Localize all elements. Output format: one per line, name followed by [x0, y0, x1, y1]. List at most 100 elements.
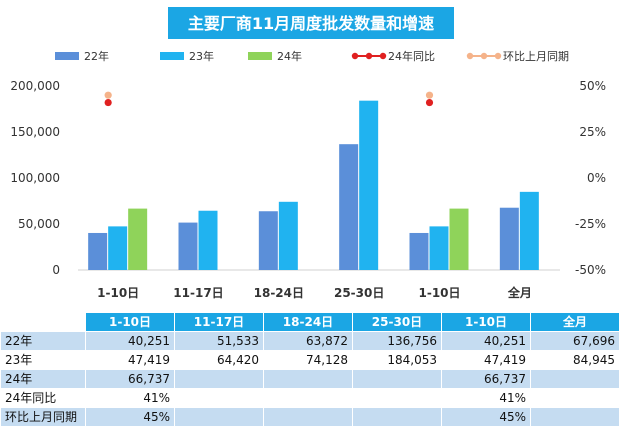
table-column-header: 全月 — [531, 313, 619, 331]
bar-22年-0 — [88, 232, 108, 270]
table-cell: 66,737 — [86, 370, 174, 388]
table-cell: 64,420 — [175, 351, 263, 369]
table-cell: 45% — [442, 408, 530, 426]
table-cell: 41% — [86, 389, 174, 407]
x-tick-label: 全月 — [507, 285, 532, 300]
table-row: 23年 47,419 64,420 74,128 184,053 47,419 84,945 — [1, 351, 619, 369]
table-cell: 74,128 — [264, 351, 352, 369]
bar-23年-4 — [429, 226, 449, 270]
bar-24年-4 — [449, 208, 469, 270]
y2-tick-label: 50% — [579, 79, 606, 93]
y-tick-label: 150,000 — [10, 125, 60, 139]
y2-tick-label: 25% — [579, 125, 606, 139]
y-tick-label: 0 — [52, 263, 60, 277]
table-row-label: 23年 — [1, 351, 85, 369]
table-cell — [175, 370, 263, 388]
table-row: 24年 66,737 66,737 — [1, 370, 619, 388]
legend-swatch-2 — [248, 52, 272, 60]
table-column-header: 1-10日 — [86, 313, 174, 331]
legend-label-0: 22年 — [84, 49, 109, 63]
legend-marker-3-2 — [379, 52, 387, 60]
table-cell: 184,053 — [353, 351, 441, 369]
table-row: 22年 40,251 51,533 63,872 136,756 40,251 67,696 — [1, 332, 619, 350]
marker-环比上月同期-4 — [425, 91, 434, 99]
legend-label-4: 环比上月同期 — [503, 50, 569, 63]
table-cell: 67,696 — [531, 332, 619, 350]
y2-tick-label: -50% — [575, 263, 606, 277]
table-header-row: 1-10日 11-17日 18-24日 25-30日 1-10日 全月 — [1, 313, 619, 331]
y2-tick-label: 0% — [587, 171, 606, 185]
table-cell — [264, 389, 352, 407]
table-cell — [531, 408, 619, 426]
table-column-header: 25-30日 — [353, 313, 441, 331]
legend-marker-4-2 — [494, 52, 502, 60]
table-cell — [353, 408, 441, 426]
table-cell: 40,251 — [442, 332, 530, 350]
legend-marker-3-1 — [365, 52, 373, 60]
table-cell — [353, 389, 441, 407]
title-banner — [168, 7, 454, 39]
table-cell: 84,945 — [531, 351, 619, 369]
marker-24年同比-0 — [104, 98, 112, 107]
table-cell: 51,533 — [175, 332, 263, 350]
bar-23年-1 — [198, 210, 218, 270]
bar-23年-2 — [278, 201, 298, 270]
x-tick-label: 25-30日 — [334, 286, 384, 300]
bar-22年-5 — [499, 207, 519, 270]
bar-23年-0 — [108, 226, 128, 270]
table-cell — [264, 408, 352, 426]
table-cell — [264, 370, 352, 388]
y2-tick-label: -25% — [575, 217, 606, 231]
table-cell: 45% — [86, 408, 174, 426]
y-tick-label: 50,000 — [18, 217, 60, 231]
table-column-header: 11-17日 — [175, 313, 263, 331]
table-cell: 40,251 — [86, 332, 174, 350]
table-cell: 136,756 — [353, 332, 441, 350]
table-row-label: 22年 — [1, 332, 85, 350]
table-cell: 47,419 — [442, 351, 530, 369]
x-tick-label: 11-17日 — [173, 286, 223, 300]
table-row: 24年同比 41% 41% — [1, 389, 619, 407]
marker-环比上月同期-0 — [104, 91, 112, 99]
x-tick-label: 18-24日 — [254, 286, 304, 300]
bar-22年-4 — [409, 232, 429, 270]
legend-swatch-1 — [160, 52, 184, 60]
table-row-label: 24年 — [1, 370, 85, 388]
table-column-header: 18-24日 — [264, 313, 352, 331]
y-tick-label: 200,000 — [10, 79, 60, 93]
legend-label-2: 24年 — [277, 49, 302, 63]
table-row: 环比上月同期 45% 45% — [1, 408, 619, 426]
table-cell — [175, 408, 263, 426]
bar-23年-5 — [519, 191, 539, 270]
legend-swatch-0 — [55, 52, 79, 60]
legend-label-3: 24年同比 — [388, 49, 435, 63]
table-row-label: 环比上月同期 — [1, 408, 85, 426]
legend-label-1: 23年 — [189, 49, 214, 63]
table-cell — [353, 370, 441, 388]
table-cell: 63,872 — [264, 332, 352, 350]
chart-title: 主要厂商11月周度批发数量和增速 — [188, 14, 434, 33]
legend-marker-4-1 — [480, 52, 488, 60]
x-tick-label: 1-10日 — [97, 286, 139, 300]
table-cell: 41% — [442, 389, 530, 407]
y-tick-label: 100,000 — [10, 171, 60, 185]
bar-22年-2 — [258, 211, 278, 270]
x-tick-label: 1-10日 — [418, 286, 460, 300]
bar-22年-3 — [339, 144, 359, 270]
table-cell — [531, 370, 619, 388]
bar-24年-0 — [128, 208, 148, 270]
table-cell — [175, 389, 263, 407]
table-corner — [1, 313, 85, 331]
marker-24年同比-4 — [425, 98, 434, 107]
table-cell: 47,419 — [86, 351, 174, 369]
table-cell — [531, 389, 619, 407]
bar-23年-3 — [359, 100, 379, 271]
table-column-header: 1-10日 — [442, 313, 530, 331]
legend-marker-3-0 — [351, 52, 359, 60]
chart-area: 主要厂商11月周度批发数量和增速 22年 23年 24年 24年同比 环比上月同期 0 50,… — [10, 7, 606, 300]
table-cell: 66,737 — [442, 370, 530, 388]
legend-marker-4-0 — [466, 52, 474, 60]
bar-22年-1 — [178, 222, 198, 270]
data-table: 1-10日 11-17日 18-24日 25-30日 1-10日 全月 22年 40,251… — [0, 312, 620, 427]
